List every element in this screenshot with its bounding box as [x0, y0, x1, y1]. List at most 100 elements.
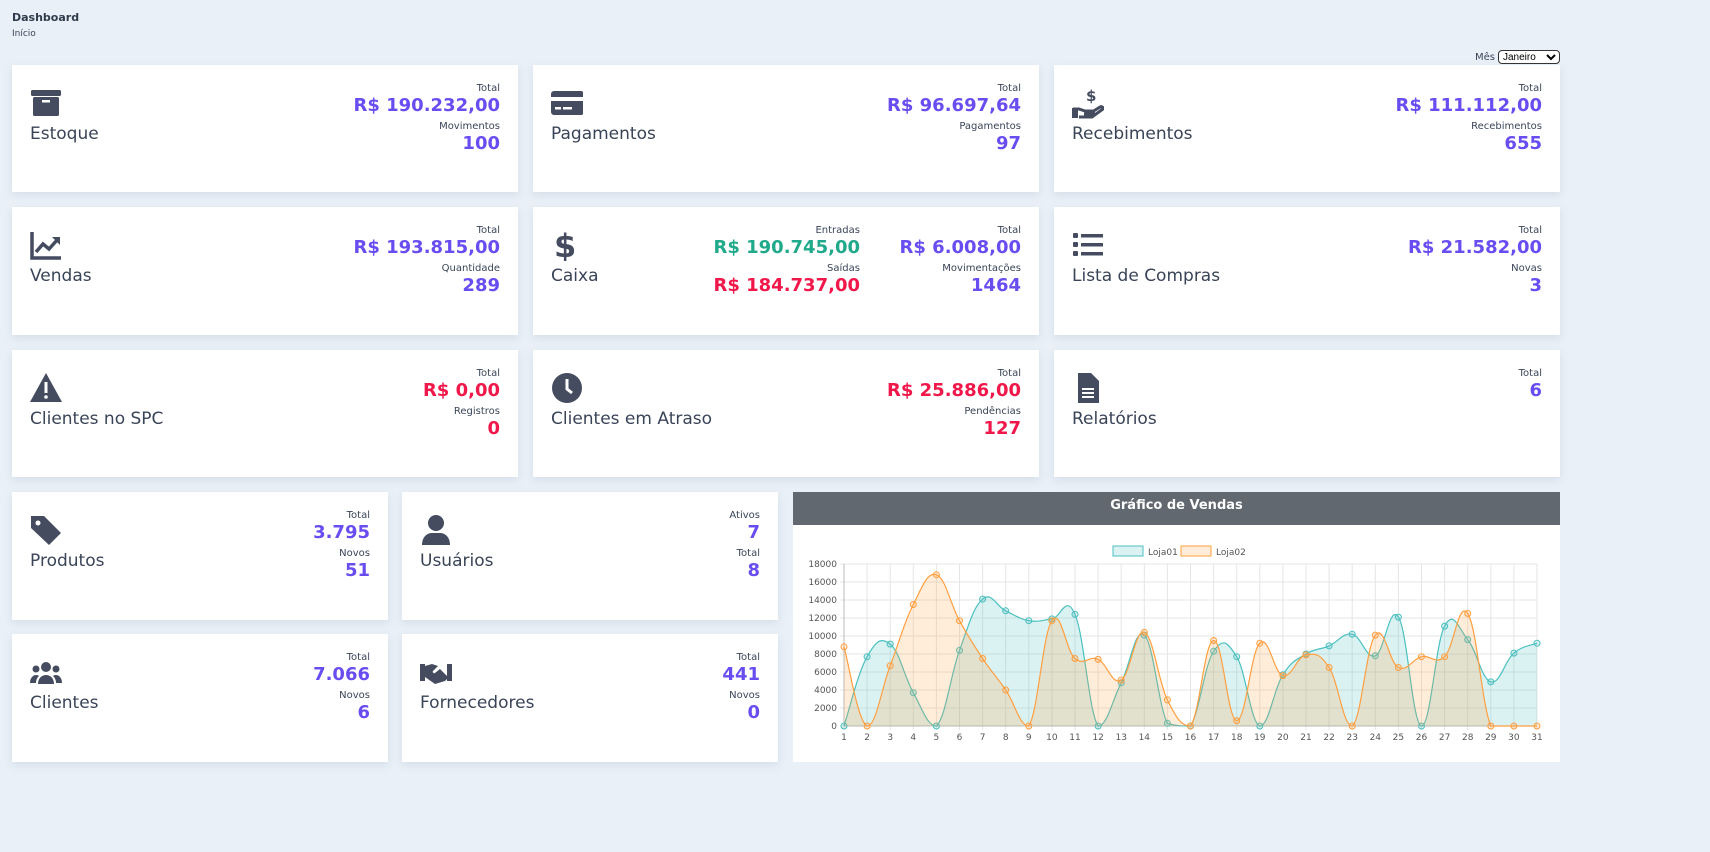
card-estoque[interactable]: Estoque Total R$ 190.232,00 Movimentos 100 [12, 65, 518, 192]
y-tick-label: 16000 [808, 578, 837, 588]
breadcrumb: Início [12, 29, 36, 39]
card-stats: Total R$ 6.008,00 Movimentações 1464 [900, 224, 1021, 300]
data-point [1163, 696, 1171, 704]
stat-value: 441 [722, 664, 760, 685]
stat-label: Total [736, 652, 760, 663]
credit-card-icon [551, 91, 583, 115]
sales-chart: 0 2000 4000 6000 8000 10000 12000 14000 16000 180… [808, 545, 1543, 743]
stat-label: Total [346, 652, 370, 663]
card-stats: Total R$ 193.815,00 Quantidade 289 [353, 224, 500, 300]
card-caixa[interactable]: $ Caixa Total R$ 6.008,00 Movimentações 146… [533, 207, 1039, 335]
card-usuarios[interactable]: Usuários Ativos 7 Total 8 [402, 492, 778, 620]
card-stats-secondary: Entradas R$ 190.745,00 Saídas R$ 184.737,00 [713, 224, 860, 300]
stat-value: R$ 184.737,00 [713, 275, 860, 296]
list-icon [1073, 233, 1103, 256]
x-tick-label: 23 [1346, 733, 1357, 743]
x-tick-label: 18 [1231, 733, 1243, 743]
series-area-loja02 [844, 574, 1537, 726]
data-point [932, 571, 940, 579]
card-clientes-atraso[interactable]: Clientes em Atraso Total R$ 25.886,00 Pend… [533, 350, 1039, 477]
stat-value: R$ 193.815,00 [353, 237, 500, 258]
data-point [886, 662, 894, 670]
data-point [1233, 717, 1241, 725]
card-stats: Total R$ 111.112,00 Recebimentos 655 [1395, 82, 1542, 158]
month-label: Mês [1475, 51, 1495, 63]
y-tick-label: 2000 [814, 704, 837, 714]
card-clientes-spc[interactable]: Clientes no SPC Total R$ 0,00 Registros 0 [12, 350, 518, 477]
stat-label: Pendências [964, 406, 1021, 417]
card-stats: Total R$ 25.886,00 Pendências 127 [887, 367, 1021, 443]
stat-label: Registros [453, 406, 500, 417]
x-tick-label: 5 [934, 733, 940, 743]
card-title: Clientes [30, 693, 99, 713]
data-point [956, 646, 963, 654]
card-produtos[interactable]: Produtos Total 3.795 Novos 51 [12, 492, 388, 620]
month-select[interactable]: Janeiro [1498, 50, 1560, 64]
y-tick-label: 6000 [814, 668, 837, 678]
stat-value: R$ 111.112,00 [1395, 95, 1542, 116]
y-tick-label: 4000 [814, 686, 837, 696]
x-tick-label: 13 [1115, 733, 1126, 743]
data-point [1256, 639, 1264, 647]
data-point [1464, 610, 1472, 617]
data-point [863, 653, 871, 661]
data-point [979, 595, 987, 603]
stat-label: Entradas [815, 225, 860, 236]
clock-icon [552, 373, 582, 403]
stat-value: R$ 190.745,00 [713, 237, 860, 258]
legend-swatch [1180, 545, 1212, 557]
card-relatorios[interactable]: Relatórios Total 6 [1054, 350, 1560, 477]
stat-label: Recebimentos [1471, 121, 1542, 132]
data-point [1025, 722, 1033, 730]
x-tick-label: 30 [1508, 733, 1520, 743]
x-tick-label: 6 [957, 733, 963, 743]
card-title: Clientes em Atraso [551, 409, 713, 429]
series-area-loja01 [844, 596, 1537, 726]
card-title: Clientes no SPC [30, 409, 164, 429]
card-stats: Total R$ 190.232,00 Movimentos 100 [353, 82, 500, 158]
x-tick-label: 7 [980, 733, 986, 743]
data-point [1094, 655, 1102, 663]
svg-text:$: $ [554, 229, 576, 261]
x-tick-label: 1 [841, 733, 847, 743]
x-tick-label: 22 [1323, 733, 1334, 743]
x-tick-label: 27 [1439, 733, 1450, 743]
legend-label: Loja01 [1148, 548, 1178, 558]
x-tick-label: 4 [910, 733, 916, 743]
data-point [1256, 722, 1264, 730]
data-point [1487, 722, 1495, 730]
stat-label: Saídas [827, 263, 860, 274]
card-recebimentos[interactable]: $ Recebimentos Total R$ 111.112,00 Recebim… [1054, 65, 1560, 192]
sales-chart-card: Gráfico de Vendas 0 2000 4000 6000 8000 10000… [793, 492, 1560, 762]
stat-value: R$ 25.886,00 [887, 380, 1021, 401]
card-vendas[interactable]: Vendas Total R$ 193.815,00 Quantidade 289 [12, 207, 518, 335]
card-pagamentos[interactable]: Pagamentos Total R$ 96.697,64 Pagamentos 97 [533, 65, 1039, 192]
stat-value: 6 [357, 702, 370, 723]
stat-label: Total [997, 225, 1021, 236]
card-title: Recebimentos [1072, 124, 1193, 144]
x-tick-label: 16 [1185, 733, 1197, 743]
data-point [956, 617, 963, 625]
data-point [1048, 617, 1056, 625]
card-lista-compras[interactable]: Lista de Compras Total R$ 21.582,00 Novas 3 [1054, 207, 1560, 335]
data-point [1302, 651, 1310, 659]
y-tick-label: 12000 [808, 614, 837, 624]
card-clientes[interactable]: Clientes Total 7.066 Novos 6 [12, 634, 388, 762]
file-document-icon [1078, 373, 1099, 403]
x-tick-label: 19 [1254, 733, 1266, 743]
card-fornecedores[interactable]: Fornecedores Total 441 Novos 0 [402, 634, 778, 762]
data-point [1117, 676, 1125, 684]
series-line-loja02 [843, 573, 1537, 727]
user-icon [422, 515, 450, 545]
card-title: Relatórios [1072, 409, 1157, 429]
stat-value: 289 [462, 275, 500, 296]
legend-label: Loja02 [1216, 548, 1246, 558]
data-point [1394, 664, 1402, 671]
x-tick-label: 21 [1300, 733, 1311, 743]
data-point [1533, 639, 1541, 647]
data-point [1002, 607, 1010, 615]
card-stats: Total R$ 21.582,00 Novas 3 [1408, 224, 1542, 300]
archive-box-icon [31, 90, 61, 116]
x-tick-label: 15 [1162, 733, 1173, 743]
data-point [1140, 628, 1148, 636]
